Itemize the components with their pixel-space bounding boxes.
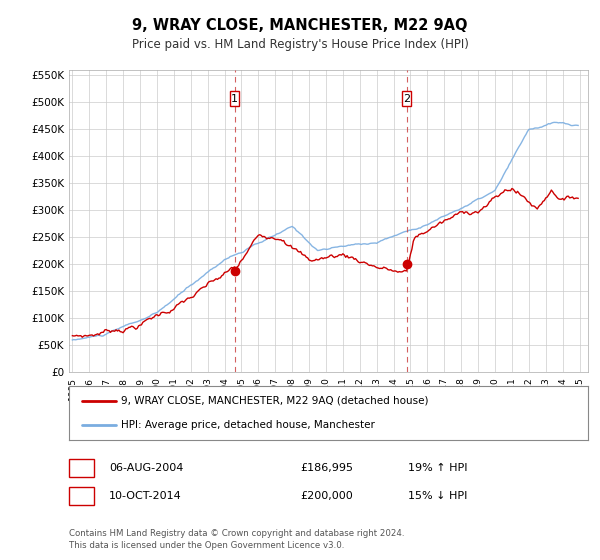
FancyBboxPatch shape: [230, 91, 239, 106]
Text: 2: 2: [403, 94, 410, 104]
Text: 2: 2: [78, 489, 85, 502]
Text: 9, WRAY CLOSE, MANCHESTER, M22 9AQ: 9, WRAY CLOSE, MANCHESTER, M22 9AQ: [132, 18, 468, 32]
Text: 1: 1: [78, 461, 85, 474]
Text: Price paid vs. HM Land Registry's House Price Index (HPI): Price paid vs. HM Land Registry's House …: [131, 38, 469, 52]
Text: 06-AUG-2004: 06-AUG-2004: [109, 463, 184, 473]
Text: £186,995: £186,995: [300, 463, 353, 473]
Text: £200,000: £200,000: [300, 491, 353, 501]
Text: 1: 1: [231, 94, 238, 104]
Text: 19% ↑ HPI: 19% ↑ HPI: [408, 463, 467, 473]
Text: 10-OCT-2014: 10-OCT-2014: [109, 491, 182, 501]
Text: Contains HM Land Registry data © Crown copyright and database right 2024.
This d: Contains HM Land Registry data © Crown c…: [69, 529, 404, 550]
FancyBboxPatch shape: [402, 91, 412, 106]
Text: 15% ↓ HPI: 15% ↓ HPI: [408, 491, 467, 501]
Text: HPI: Average price, detached house, Manchester: HPI: Average price, detached house, Manc…: [121, 420, 375, 430]
Text: 9, WRAY CLOSE, MANCHESTER, M22 9AQ (detached house): 9, WRAY CLOSE, MANCHESTER, M22 9AQ (deta…: [121, 396, 428, 406]
